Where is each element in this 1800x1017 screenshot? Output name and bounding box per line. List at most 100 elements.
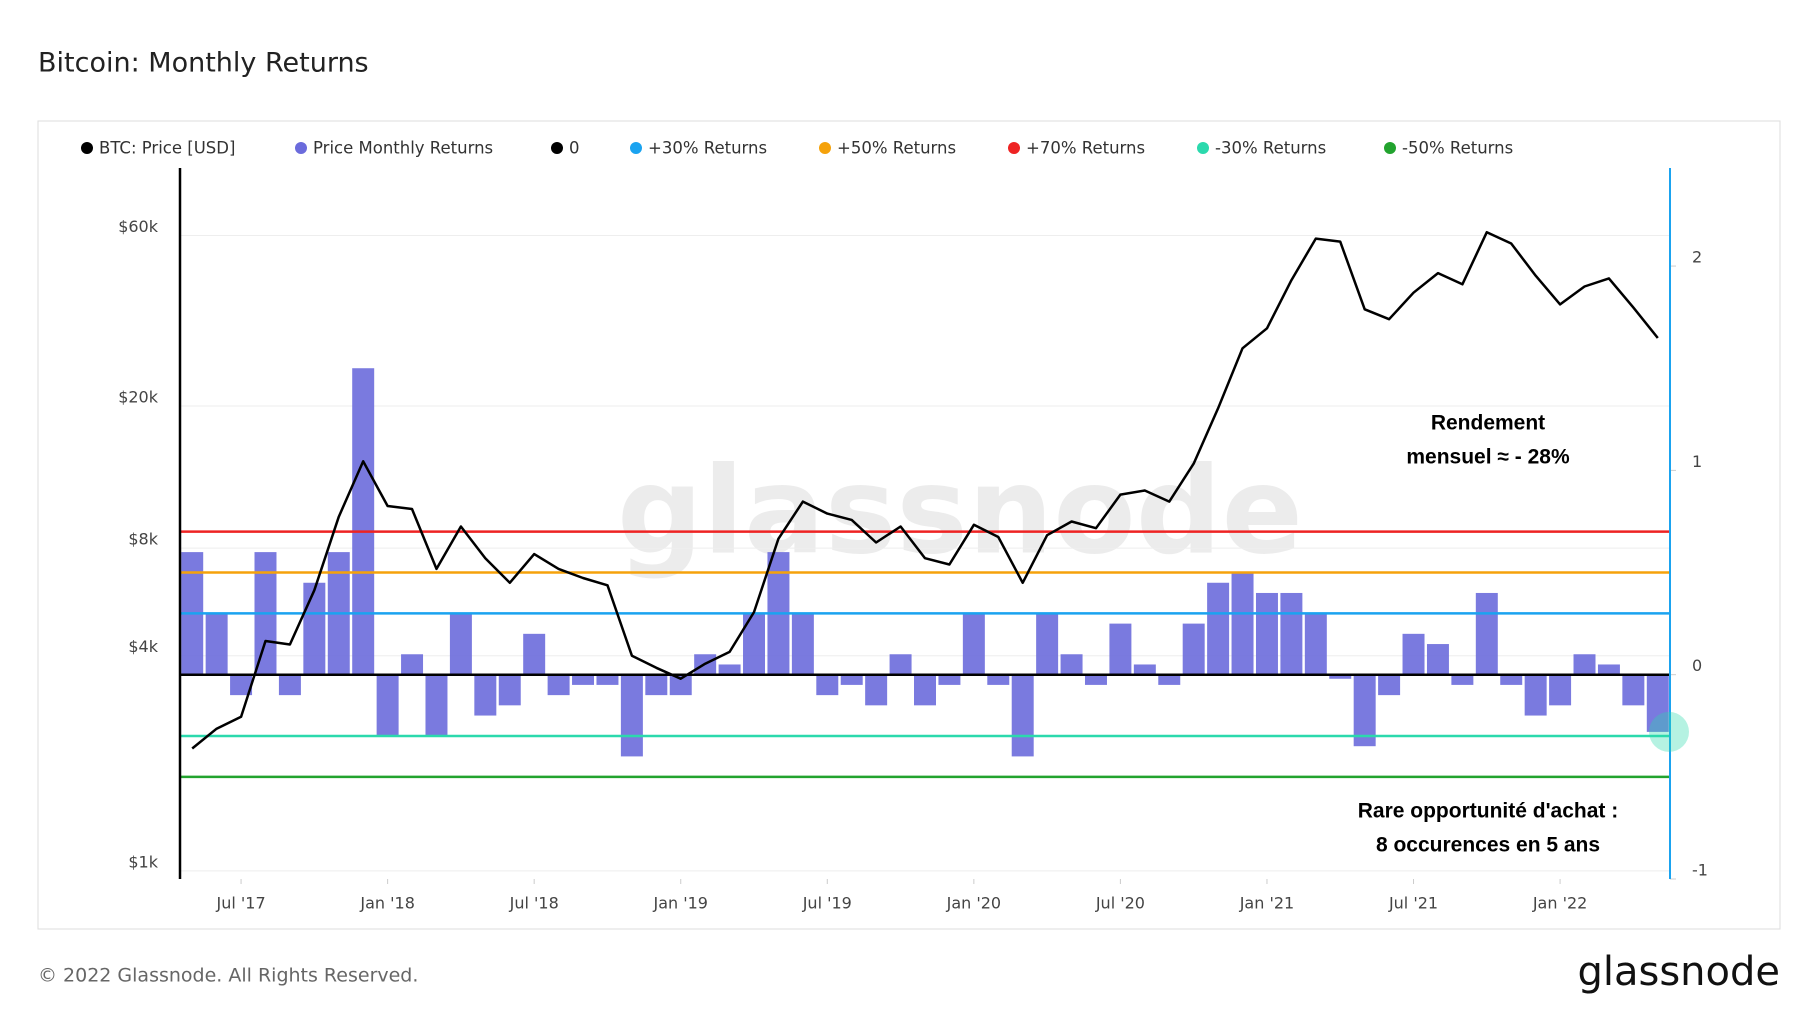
legend-label: BTC: Price [USD]: [99, 139, 235, 158]
return-bar: [1255, 592, 1278, 675]
return-bar: [1182, 623, 1205, 675]
return-bar: [1573, 654, 1596, 675]
return-bar: [1597, 664, 1620, 675]
y-tick-label: $4k: [128, 637, 158, 656]
y2-tick-label: 2: [1692, 248, 1702, 267]
watermark: glassnode: [617, 443, 1303, 582]
return-bar: [1524, 674, 1547, 716]
legend-swatch: [1008, 142, 1020, 154]
y2-tick-label: 0: [1692, 656, 1702, 675]
return-bar: [669, 674, 692, 696]
return-bar: [962, 613, 985, 675]
return-bar: [572, 674, 595, 685]
return-bar: [376, 674, 399, 736]
legend-swatch: [819, 142, 831, 154]
x-tick-label: Jul '19: [802, 894, 852, 913]
y-tick-label: $1k: [128, 852, 158, 871]
highlight-marker: [1649, 711, 1689, 752]
return-bar: [1402, 633, 1425, 675]
return-bar: [230, 674, 253, 696]
return-bar: [1060, 654, 1083, 675]
x-tick-label: Jan '20: [946, 894, 1002, 913]
return-bar: [743, 613, 766, 675]
y2-tick-label: 1: [1692, 452, 1702, 471]
return-bar: [718, 664, 741, 675]
legend-swatch: [1384, 142, 1396, 154]
x-tick-label: Jan '22: [1532, 894, 1588, 913]
return-bar: [1622, 674, 1645, 706]
return-bar: [449, 613, 472, 675]
plot-area: $1k $4k $8k $20k $60k -1 0 1 2 Jul '17 Jan '18 Jul …: [118, 168, 1708, 913]
y-tick-label: $20k: [118, 387, 159, 406]
return-bar: [1426, 644, 1449, 675]
return-bar: [1133, 664, 1156, 675]
annotation: Rendement: [1431, 412, 1545, 435]
return-bar: [205, 613, 228, 675]
return-bar: [816, 674, 839, 696]
return-bar: [1231, 572, 1254, 675]
return-bar: [547, 674, 570, 696]
legend-swatch: [81, 142, 93, 154]
return-bar: [938, 674, 961, 685]
return-bar: [914, 674, 936, 706]
x-tick-label: Jan '18: [359, 894, 415, 913]
legend-label: 0: [569, 139, 580, 158]
return-bar: [1451, 674, 1474, 685]
return-bar: [498, 674, 521, 706]
return-bar: [425, 674, 448, 736]
y-tick-label: $60k: [118, 217, 159, 236]
return-bar: [1109, 623, 1132, 675]
return-bar: [303, 582, 326, 675]
return-bar: [865, 674, 888, 706]
return-bar: [840, 674, 863, 685]
price-line: [191, 230, 1659, 750]
brand-logo: glassnode: [1577, 949, 1780, 995]
return-bar: [1158, 674, 1181, 685]
x-tick-label: Jan '19: [652, 894, 708, 913]
return-bar: [401, 654, 424, 675]
x-tick-label: Jul '17: [215, 894, 265, 913]
copyright: © 2022 Glassnode. All Rights Reserved.: [38, 965, 418, 987]
return-bar: [1378, 674, 1401, 696]
return-bar: [1084, 674, 1107, 685]
y2-tick-label: -1: [1692, 861, 1708, 880]
x-tick-label: Jul '20: [1095, 894, 1145, 913]
legend-label: +50% Returns: [837, 139, 956, 158]
return-bar: [352, 368, 375, 675]
return-bar: [889, 654, 912, 675]
legend-swatch: [1197, 142, 1209, 154]
return-bar: [620, 674, 643, 757]
annotation: Rare opportunité d'achat :: [1358, 800, 1619, 823]
legend-label: +70% Returns: [1026, 139, 1145, 158]
y-tick-label: $8k: [128, 530, 158, 549]
x-tick-label: Jul '18: [509, 894, 559, 913]
return-bar: [1500, 674, 1523, 685]
legend-swatch: [630, 142, 642, 154]
legend-swatch: [295, 142, 307, 154]
legend-label: Price Monthly Returns: [313, 139, 493, 158]
legend-label: -50% Returns: [1402, 139, 1513, 158]
return-bar: [1304, 613, 1327, 675]
return-bar: [791, 613, 814, 675]
return-bar: [1329, 674, 1352, 679]
return-bar: [523, 633, 546, 675]
return-bar: [596, 674, 619, 685]
return-bar: [1549, 674, 1572, 706]
chart-title: Bitcoin: Monthly Returns: [38, 48, 369, 79]
return-bar: [474, 674, 497, 716]
return-bar: [278, 674, 301, 696]
return-bar: [645, 674, 668, 696]
legend-label: -30% Returns: [1215, 139, 1326, 158]
return-bar: [1353, 674, 1376, 747]
return-bar: [987, 674, 1010, 685]
return-bar: [1036, 613, 1059, 675]
x-tick-label: Jul '21: [1388, 894, 1438, 913]
return-bar: [1280, 592, 1303, 675]
legend-label: +30% Returns: [648, 139, 767, 158]
annotation: mensuel ≈ - 28%: [1406, 446, 1570, 469]
x-tick-label: Jan '21: [1239, 894, 1295, 913]
return-bar: [1475, 592, 1498, 675]
annotation: 8 occurences en 5 ans: [1376, 834, 1600, 857]
